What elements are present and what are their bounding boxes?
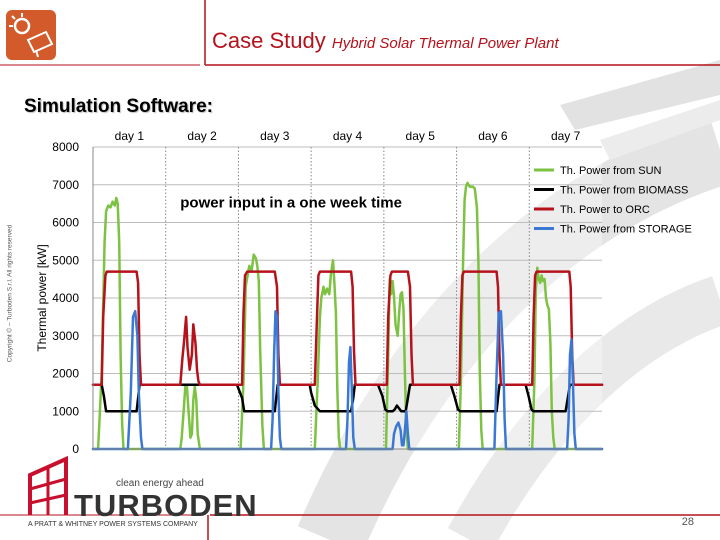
y-tick-label: 0 bbox=[72, 442, 79, 456]
solar-logo-icon bbox=[6, 10, 56, 60]
y-tick-label: 7000 bbox=[52, 178, 79, 192]
legend-label-2: Th. Power to ORC bbox=[560, 204, 650, 216]
y-axis-title: Thermal power [kW] bbox=[35, 244, 49, 351]
y-tick-label: 6000 bbox=[52, 216, 79, 230]
section-heading: Simulation Software: bbox=[24, 96, 213, 117]
y-tick-label: 1000 bbox=[52, 404, 79, 418]
page-title: Case Study Hybrid Solar Thermal Power Pl… bbox=[212, 28, 559, 54]
y-tick-label: 4000 bbox=[52, 291, 79, 305]
x-category-label: day 2 bbox=[187, 129, 217, 143]
series-line-2 bbox=[91, 270, 604, 387]
page-number: 28 bbox=[681, 516, 694, 528]
legend-label-1: Th. Power from BIOMASS bbox=[560, 185, 688, 197]
brand-tagline: clean energy ahead bbox=[116, 478, 204, 489]
y-tick-label: 5000 bbox=[52, 253, 79, 267]
chart-legend: Th. Power from SUN Th. Power from BIOMASS… bbox=[534, 165, 692, 236]
legend-label-3: Th. Power from STORAGE bbox=[560, 224, 692, 236]
x-category-label: day 3 bbox=[260, 129, 290, 143]
x-category-label: day 1 bbox=[115, 129, 145, 143]
y-tick-label: 2000 bbox=[52, 367, 79, 381]
title-subtitle: Hybrid Solar Thermal Power Plant bbox=[331, 35, 559, 52]
chart-annotation: power input in a one week time bbox=[180, 195, 402, 212]
x-category-label: day 6 bbox=[478, 129, 508, 143]
brand-caption: A PRATT & WHITNEY POWER SYSTEMS COMPANY bbox=[28, 521, 198, 528]
y-tick-label: 3000 bbox=[52, 329, 79, 343]
title-main: Case Study bbox=[212, 28, 326, 53]
x-category-label: day 4 bbox=[333, 129, 363, 143]
brand-name: TURBODEN bbox=[74, 488, 258, 523]
legend-label-0: Th. Power from SUN bbox=[560, 165, 662, 177]
y-tick-label: 8000 bbox=[52, 140, 79, 154]
x-category-label: day 7 bbox=[551, 129, 581, 143]
x-category-label: day 5 bbox=[406, 129, 436, 143]
chart-axes: 0 1000 2000 3000 4000 5000 6000 7000 8000 day 1 da… bbox=[35, 129, 602, 456]
